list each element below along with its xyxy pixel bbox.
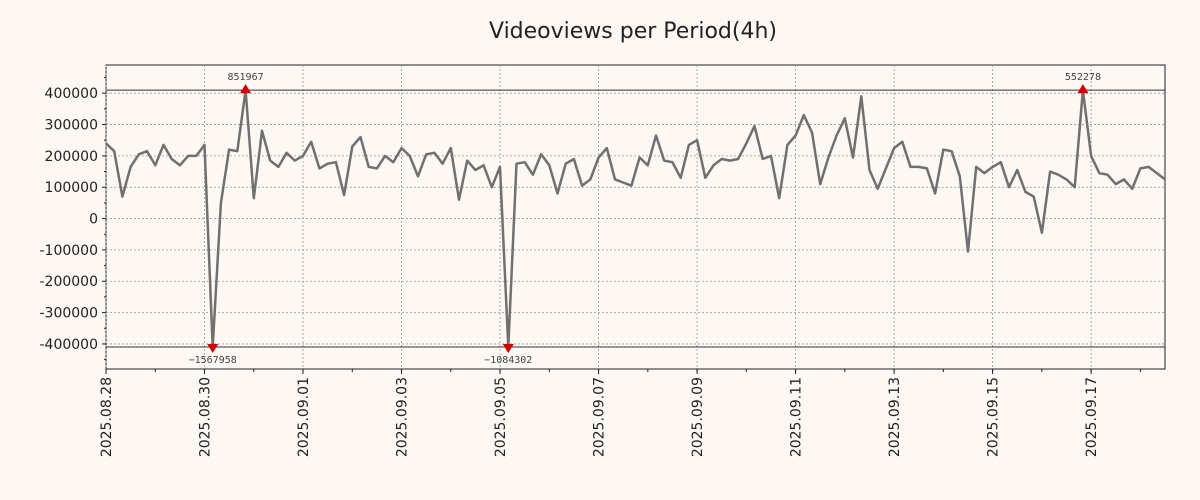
outlier-marker — [502, 344, 514, 354]
x-tick-label: 2025.09.05 — [493, 377, 509, 457]
x-tick-label: 2025.09.03 — [395, 377, 411, 457]
y-tick-label: -100000 — [40, 243, 99, 259]
y-tick-label: 0 — [89, 212, 98, 228]
annotations: 851967 −1567958 −1084302 552278 — [189, 72, 1101, 366]
x-tick-label: 2025.09.01 — [296, 377, 312, 457]
x-tick-label: 2025.08.28 — [99, 377, 115, 457]
clip-lines — [106, 89, 1165, 348]
y-tick-label: -300000 — [40, 306, 99, 322]
y-axis: 400000 300000 200000 100000 0 -100000 -200000 -… — [40, 77, 106, 361]
x-tick-label: 2025.09.11 — [789, 377, 805, 457]
y-tick-label: 400000 — [45, 86, 98, 102]
y-tick-label: -200000 — [40, 274, 99, 290]
outlier-label: −1567958 — [189, 355, 237, 366]
grid — [105, 65, 1165, 369]
x-tick-label: 2025.09.15 — [986, 377, 1002, 457]
outlier-marker — [240, 84, 252, 94]
y-tick-label: 200000 — [45, 149, 98, 165]
outlier-marker — [1077, 84, 1089, 94]
outlier-label: −1084302 — [484, 355, 532, 366]
x-axis: 2025.08.28 2025.08.30 2025.09.01 2025.09.03… — [99, 369, 1141, 457]
y-tick-label: -400000 — [40, 337, 99, 353]
x-tick-label: 2025.08.30 — [198, 377, 214, 457]
x-tick-label: 2025.09.17 — [1084, 377, 1100, 457]
plot-area — [105, 64, 1166, 370]
x-tick-label: 2025.09.13 — [887, 377, 903, 457]
x-tick-label: 2025.09.07 — [592, 377, 608, 457]
outlier-label: 552278 — [1065, 72, 1101, 83]
chart-title: Videoviews per Period(4h) — [489, 19, 777, 44]
y-tick-label: 300000 — [45, 118, 98, 134]
series-line — [105, 88, 1166, 349]
series — [105, 88, 1166, 349]
y-tick-label: 100000 — [45, 180, 98, 196]
outlier-marker — [207, 344, 219, 354]
x-tick-label: 2025.09.09 — [690, 377, 706, 457]
outlier-label: 851967 — [227, 72, 263, 83]
